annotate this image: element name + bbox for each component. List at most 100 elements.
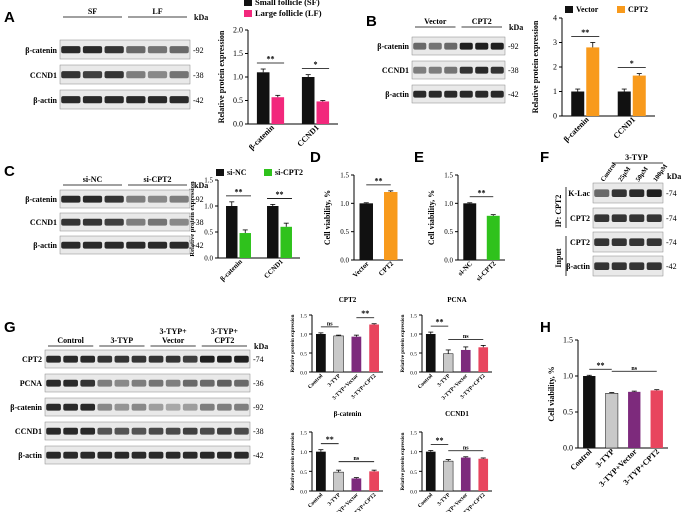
chart-title: CPT2 [339, 296, 357, 304]
blot-row-band [63, 451, 78, 459]
bar-red [369, 324, 380, 372]
y-tick-label: 0.0 [410, 490, 417, 496]
blot-row-band [428, 66, 442, 74]
blot-row-band [444, 90, 458, 98]
blot-row-band [97, 451, 113, 459]
y-axis-label: Relative protein expression [217, 30, 226, 123]
blot-row-band [611, 214, 627, 222]
y-tick-label: 0.5 [410, 352, 417, 358]
kda-value: -38 [193, 71, 204, 80]
blot-row-band [169, 241, 189, 249]
blot-row-band [165, 355, 181, 363]
blot-row-band [147, 218, 168, 226]
kda-value: -38 [193, 218, 204, 227]
blot-row-band [169, 218, 189, 226]
bar-red [478, 458, 489, 491]
blot-row-membrane [59, 64, 191, 85]
blot-row-band [646, 262, 662, 270]
bar-red [369, 471, 380, 491]
y-tick-label: 1.5 [204, 177, 213, 185]
x-tick-label: β-catenin [562, 115, 591, 144]
blot-row-band [169, 46, 189, 54]
blot-row-band [148, 403, 164, 411]
bar-green [239, 233, 251, 258]
blot-row-membrane [59, 212, 191, 232]
kda-label: kDa [667, 172, 681, 181]
y-axis-label: Cell viability, % [547, 366, 556, 421]
blot-row-band [182, 427, 198, 435]
blot-row-label: β-catenin [10, 403, 42, 412]
bar-black [425, 451, 436, 491]
y-tick-label: 0.0 [204, 255, 213, 263]
blot-row-membrane [44, 349, 251, 369]
blot-row-band [199, 403, 215, 411]
blot-row-membrane [592, 182, 664, 204]
y-axis-label: Relative protein expression [291, 432, 296, 490]
kda-label: kDa [194, 13, 208, 22]
blot-row-band [114, 355, 130, 363]
blot-row-band [169, 71, 189, 79]
x-tick-label: Control [417, 492, 434, 509]
legend-label: si-CPT2 [275, 168, 303, 177]
blot-row-band [217, 379, 232, 387]
kda-value: -92 [253, 403, 264, 412]
blot-row-band [147, 46, 168, 54]
kda-label: kDa [194, 181, 208, 190]
legend-label: Large follicle (LF) [255, 8, 322, 18]
blot-row-label: CCND1 [15, 427, 42, 436]
x-tick-label: si-CPT2 [475, 259, 498, 282]
blot-row-band [475, 42, 489, 50]
sig-label: ** [581, 28, 589, 37]
y-tick-label: 1.5 [300, 431, 307, 437]
chart-title: PCNA [447, 296, 466, 304]
y-axis-label: Relative protein expression [291, 314, 296, 372]
x-tick-label: 3-TYP [327, 492, 343, 508]
y-tick-label: 1.5 [233, 49, 243, 58]
side-label-ip: IP: CPT2 [554, 195, 563, 228]
bar-green [280, 226, 292, 258]
blot-row-band [80, 451, 96, 459]
bar-purple [460, 457, 471, 491]
blot-row-label: β-catenin [377, 42, 409, 51]
blot-row-band [104, 96, 124, 104]
blot-row-label: β-actin [33, 241, 57, 250]
sig-label: ns [354, 456, 360, 462]
bar-orange [586, 47, 600, 116]
y-tick-label: 1.0 [233, 73, 243, 82]
y-axis-label: Cell viability, % [323, 190, 332, 245]
blot-row-band [80, 427, 96, 435]
blot-row-band [459, 66, 473, 74]
blot-row-band [61, 71, 81, 79]
kda-label: kDa [254, 342, 268, 351]
chart-g2: 0.0 0.5 1.0 1.5 Relative protein expression P… [401, 296, 492, 402]
blot-row-band [126, 218, 146, 226]
y-tick-label: 0 [553, 112, 557, 121]
blot-row-band [61, 46, 81, 54]
blot-g: Control 3-TYP3-TYP+Vector3-TYP+CPT2kDaCPT… [10, 327, 268, 465]
y-tick-label: 2 [553, 63, 557, 72]
kda-value: -42 [253, 451, 264, 460]
x-tick-label: Control [307, 492, 324, 509]
sig-label: * [630, 59, 634, 68]
blot-row-band [611, 262, 627, 270]
sig-label: ** [235, 187, 243, 196]
bar-black [226, 206, 238, 258]
blot-row-label: CCND1 [382, 66, 409, 75]
sig-label: ** [597, 361, 605, 370]
y-tick-label: 0.0 [233, 120, 243, 129]
chart-b: 0 1 2 3 4 Relative protein expression ** β-cate… [531, 5, 655, 144]
blot-row-membrane [411, 84, 506, 104]
bar-black [359, 203, 373, 260]
blot-row-band [169, 195, 189, 203]
blot-row-membrane [44, 421, 251, 441]
blot-group-label: 3-TYP+ [211, 327, 239, 336]
panel-label-c: C [4, 163, 15, 180]
blot-row-label: CPT2 [22, 355, 42, 364]
y-tick-label: 0.0 [340, 257, 349, 265]
blot-row-band [428, 42, 442, 50]
sig-label: ** [276, 190, 284, 199]
blot-row-band [97, 379, 113, 387]
blot-row-band [104, 195, 124, 203]
